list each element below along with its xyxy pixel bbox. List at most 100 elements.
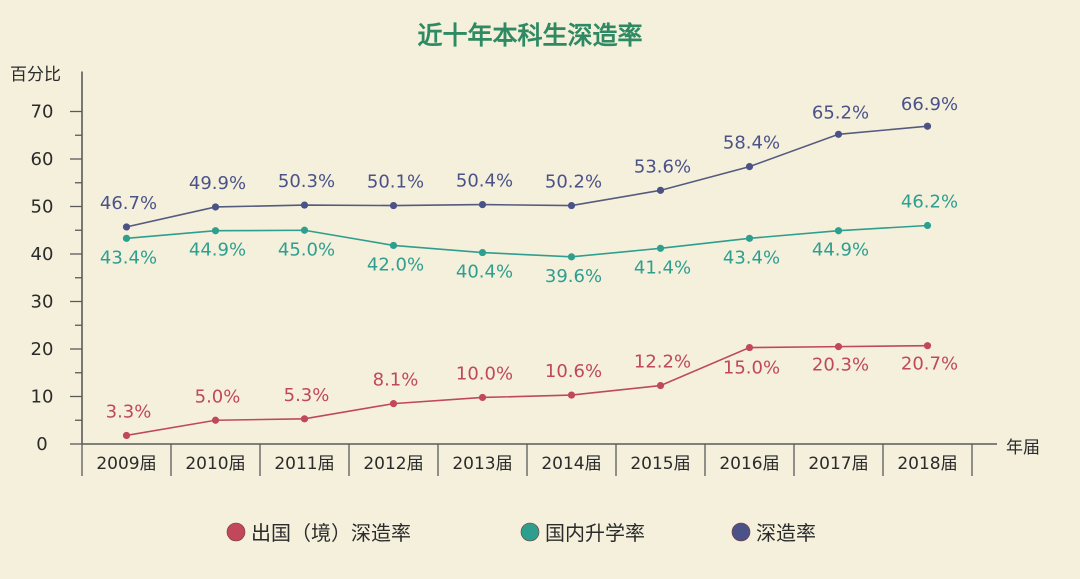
data-label: 8.1% <box>373 370 419 391</box>
x-tick-label: 2013届 <box>452 454 512 474</box>
data-label: 43.4% <box>100 247 157 268</box>
x-tick-label: 2015届 <box>630 454 690 474</box>
data-label: 41.4% <box>634 257 691 278</box>
data-label: 10.0% <box>456 363 513 384</box>
data-label: 15.0% <box>723 358 780 379</box>
y-tick-label: 70 <box>31 102 54 123</box>
legend-item: 国内升学率 <box>520 521 645 545</box>
data-label: 66.9% <box>901 94 958 115</box>
data-label: 50.3% <box>278 171 335 192</box>
data-point <box>211 227 220 235</box>
data-point <box>478 201 487 209</box>
data-label: 46.7% <box>100 193 157 214</box>
data-label: 46.2% <box>901 192 958 213</box>
data-label: 5.0% <box>195 386 241 407</box>
data-label: 39.6% <box>545 266 602 287</box>
data-point <box>300 201 309 209</box>
data-point <box>122 431 131 440</box>
legend-item: 出国（境）深造率 <box>226 521 411 545</box>
data-point <box>923 122 932 130</box>
data-point <box>834 130 843 138</box>
data-point <box>656 381 665 390</box>
data-label: 44.9% <box>189 240 246 261</box>
data-point <box>834 343 843 351</box>
data-point <box>300 226 309 234</box>
data-point <box>745 343 754 352</box>
data-point <box>656 186 665 194</box>
series-line <box>126 224 928 258</box>
y-tick-label: 30 <box>31 292 54 313</box>
data-label: 43.4% <box>723 247 780 268</box>
data-point <box>745 234 754 242</box>
y-tick-label: 60 <box>31 149 54 170</box>
data-point <box>389 241 398 250</box>
x-tick-label: 2012届 <box>363 454 423 474</box>
x-tick-label: 2009届 <box>96 454 156 474</box>
data-label: 10.6% <box>545 361 602 382</box>
series-line <box>126 125 928 228</box>
data-point <box>745 163 754 171</box>
x-tick-label: 2018届 <box>897 454 957 474</box>
data-point <box>300 415 309 423</box>
y-tick-label: 40 <box>31 244 54 265</box>
legend: 出国（境）深造率 国内升学率 深造率 <box>226 521 816 545</box>
series-group: 3.3% 5.0% 5.3% 8.1% 10.0% 10.6% 12.2% 15.0% 20.3… <box>106 342 958 440</box>
x-tick-label: 2010届 <box>185 454 245 474</box>
data-label: 65.2% <box>812 102 869 123</box>
data-point <box>389 201 398 210</box>
data-point <box>211 203 220 211</box>
data-label: 40.4% <box>456 262 513 283</box>
data-label: 12.2% <box>634 352 691 373</box>
y-axis-label: 百分比 <box>10 65 61 85</box>
series-group: 43.4% 44.9% 45.0% 42.0% 40.4% 39.6% 41.4% 43.4%… <box>100 192 958 287</box>
x-tick-label: 2011届 <box>274 454 334 474</box>
series-layer: 3.3% 5.0% 5.3% 8.1% 10.0% 10.6% 12.2% 15.0% 20.3… <box>100 94 958 440</box>
data-label: 20.3% <box>812 355 869 376</box>
x-tick-label: 2014届 <box>541 454 601 474</box>
x-tick-label: 2016届 <box>719 454 779 474</box>
data-point <box>478 393 487 402</box>
data-point <box>923 221 932 230</box>
data-label: 44.9% <box>812 240 869 261</box>
legend-label: 国内升学率 <box>545 521 645 545</box>
data-label: 50.1% <box>367 172 424 193</box>
data-point <box>122 223 131 231</box>
data-label: 42.0% <box>367 254 424 275</box>
chart-title: 近十年本科生深造率 <box>417 21 642 50</box>
data-label: 45.0% <box>278 239 335 260</box>
legend-label: 深造率 <box>756 521 816 545</box>
data-point <box>567 391 576 399</box>
data-label: 50.4% <box>456 171 513 192</box>
axes: 0 10 20 30 40 50 60 70 2009届 2010届 2011届 2012届 2013届… <box>31 71 997 476</box>
legend-marker <box>520 522 540 542</box>
y-tick-label: 20 <box>31 339 54 360</box>
data-label: 53.6% <box>634 156 691 177</box>
x-tick-label: 2017届 <box>808 454 868 474</box>
y-tick-label: 10 <box>31 387 54 408</box>
data-point <box>567 253 576 261</box>
data-label: 49.9% <box>189 173 246 194</box>
legend-label: 出国（境）深造率 <box>251 521 411 545</box>
data-point <box>389 400 398 408</box>
data-point <box>923 342 932 350</box>
y-tick-label: 0 <box>36 434 47 455</box>
data-label: 58.4% <box>723 133 780 154</box>
legend-item: 深造率 <box>731 521 816 545</box>
data-point <box>834 227 843 235</box>
data-label: 3.3% <box>106 401 152 422</box>
data-point <box>567 201 576 210</box>
series-line <box>126 344 928 437</box>
data-point <box>211 416 220 424</box>
x-axis-label: 年届 <box>1006 438 1040 458</box>
data-label: 5.3% <box>284 385 330 406</box>
legend-marker <box>226 522 246 542</box>
data-point <box>478 248 487 257</box>
legend-marker <box>731 522 751 542</box>
data-label: 20.7% <box>901 354 958 375</box>
data-point <box>122 234 131 242</box>
data-point <box>656 244 665 252</box>
data-label: 50.2% <box>545 172 602 193</box>
y-tick-label: 50 <box>31 197 54 218</box>
series-group: 46.7% 49.9% 50.3% 50.1% 50.4% 50.2% 53.6% 58.4%… <box>100 94 958 231</box>
